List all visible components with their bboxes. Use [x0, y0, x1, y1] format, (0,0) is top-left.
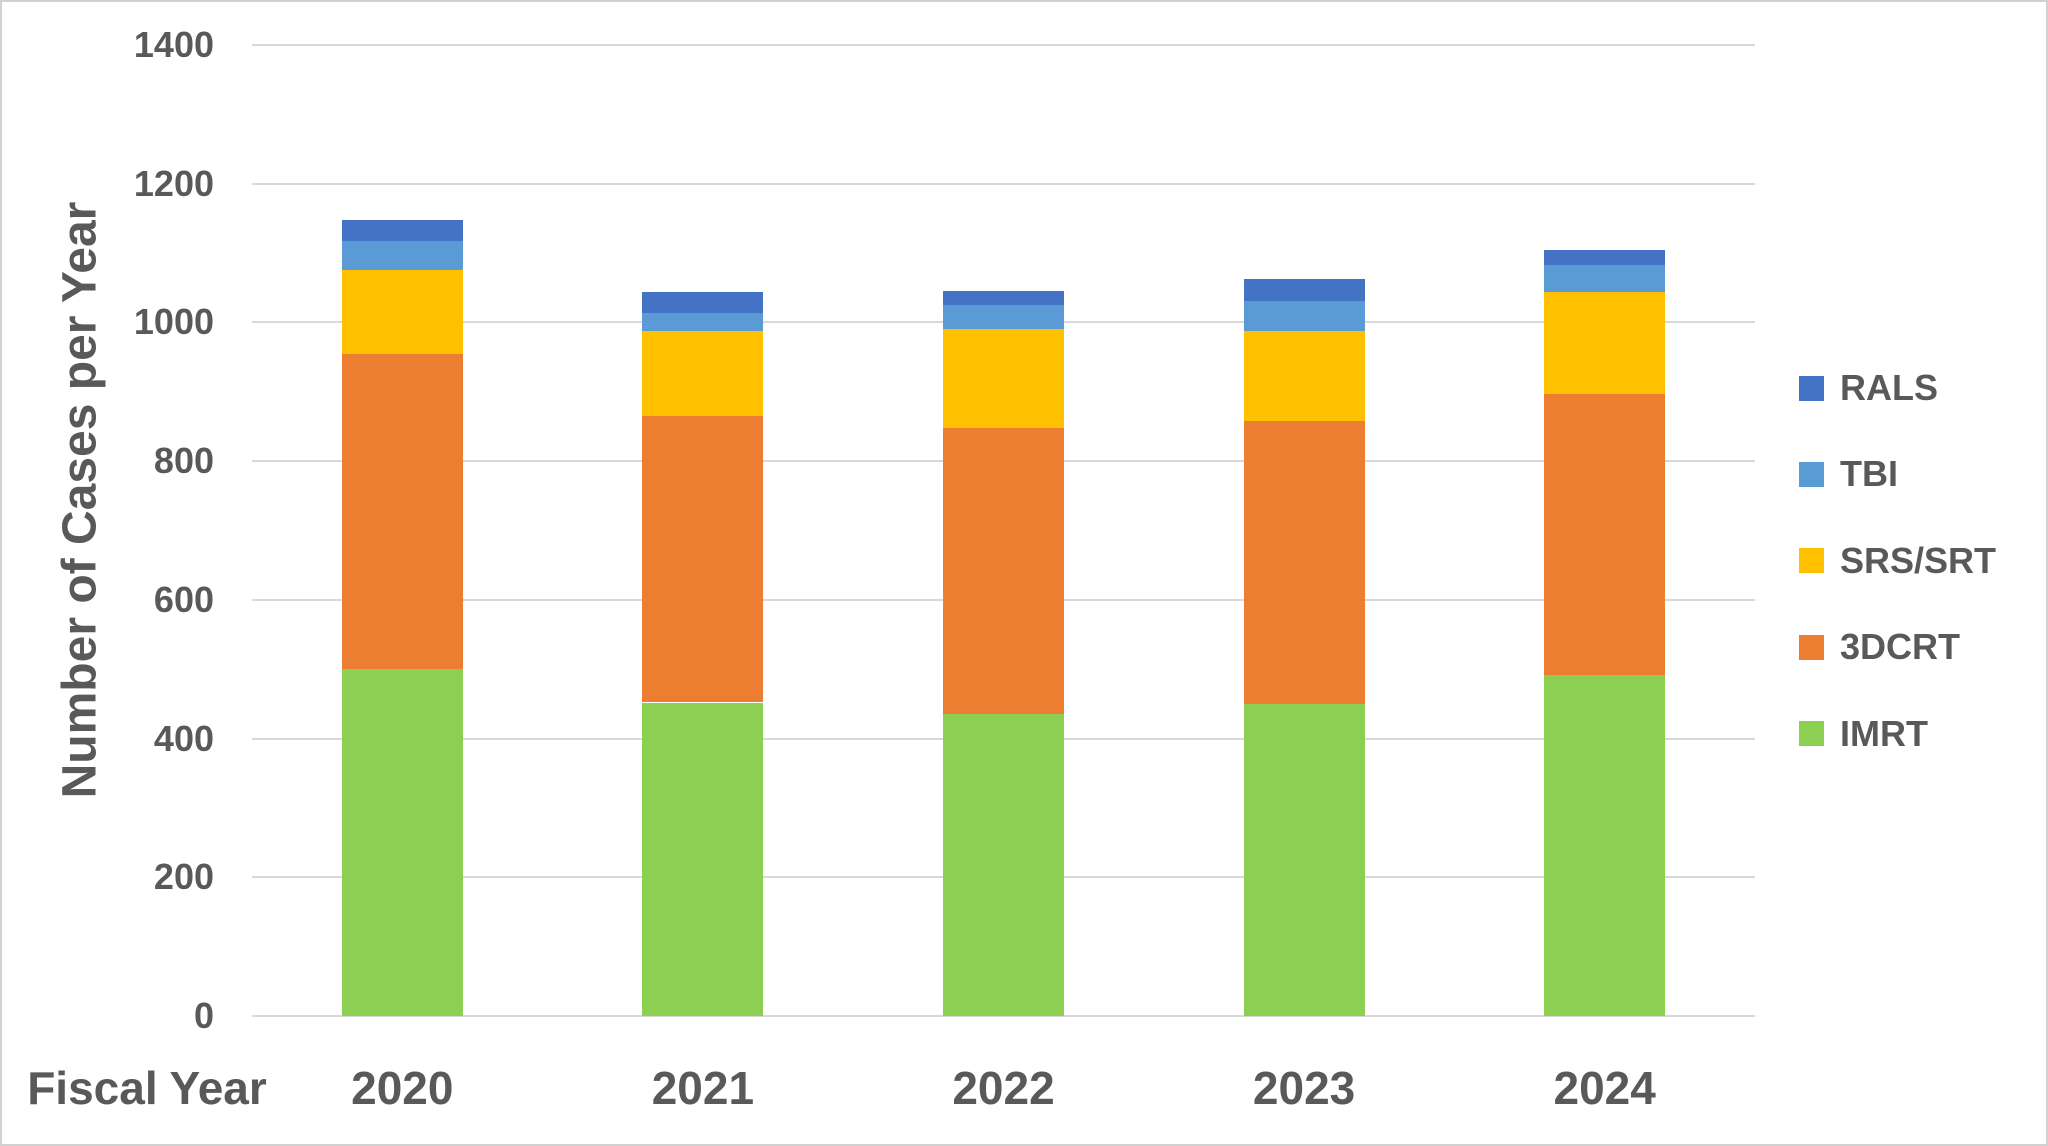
bar-2024-tbi [1544, 264, 1666, 292]
legend-label-3dcrt: 3DCRT [1840, 626, 1961, 668]
bar-2022-srs-srt [943, 329, 1064, 428]
bar-2020-rals [341, 219, 463, 241]
legend-label-rals: RALS [1840, 367, 1938, 408]
bar-2022-3dcrt [943, 427, 1064, 715]
bar-2023-srs-srt [1243, 330, 1365, 421]
legend-label-srs-srt: SRS/SRT [1840, 539, 1997, 581]
bar-2021-srs-srt [642, 331, 764, 417]
bar-2024-rals [1544, 250, 1666, 265]
legend-item-3dcrt: 3DCRT [1799, 626, 1960, 667]
legend-swatch-rals [1799, 375, 1824, 401]
gridline-1400 [252, 44, 1755, 46]
x-category-label-2020: 2020 [351, 1062, 454, 1114]
x-axis-title: Fiscal Year [27, 1062, 267, 1114]
legend-label-imrt: IMRT [1840, 712, 1928, 754]
bar-2023-tbi [1243, 300, 1365, 331]
legend-item-srs-srt: SRS/SRT [1799, 540, 1996, 581]
legend-swatch-tbi [1799, 461, 1824, 487]
y-tick-label-400: 400 [153, 717, 214, 759]
y-tick-label-1000: 1000 [133, 301, 214, 343]
y-axis-title: Number of Cases per Year [53, 201, 107, 799]
bar-2020-3dcrt [341, 353, 463, 670]
x-category-label-2021: 2021 [651, 1062, 755, 1114]
x-category-label-2024: 2024 [1553, 1062, 1656, 1114]
bar-2021-tbi [642, 313, 764, 332]
y-tick-label-600: 600 [153, 578, 214, 620]
legend-item-rals: RALS [1799, 367, 1938, 408]
gridline-1200 [252, 182, 1755, 185]
legend-item-imrt: IMRT [1799, 713, 1928, 754]
bar-2021-imrt [642, 702, 764, 1016]
x-category-label-2023: 2023 [1252, 1062, 1356, 1114]
x-category-label-2022: 2022 [952, 1062, 1055, 1114]
bar-2022-rals [943, 290, 1064, 306]
bar-2024-imrt [1544, 674, 1666, 1016]
bar-2024-srs-srt [1544, 291, 1666, 394]
bar-2020-tbi [341, 240, 463, 271]
y-tick-label-1200: 1200 [133, 162, 214, 204]
bar-2024-3dcrt [1544, 393, 1666, 675]
y-tick-label-1400: 1400 [133, 24, 214, 65]
bar-2022-tbi [943, 305, 1064, 330]
bar-2021-3dcrt [642, 416, 764, 703]
y-tick-label-0: 0 [193, 995, 214, 1036]
y-tick-label-200: 200 [153, 856, 214, 898]
legend-swatch-srs-srt [1799, 548, 1824, 574]
bar-2023-rals [1243, 278, 1365, 301]
legend-item-tbi: TBI [1799, 453, 1898, 494]
y-tick-label-800: 800 [153, 440, 214, 482]
bar-2023-imrt [1243, 703, 1365, 1016]
bar-2020-imrt [341, 669, 463, 1016]
legend-swatch-3dcrt [1799, 634, 1824, 660]
legend-swatch-imrt [1799, 721, 1824, 747]
bar-2022-imrt [943, 714, 1064, 1016]
bar-2020-srs-srt [341, 270, 463, 354]
bar-2023-3dcrt [1243, 420, 1365, 704]
gridline-0 [252, 1015, 1755, 1017]
bar-2021-rals [642, 291, 764, 314]
legend-label-tbi: TBI [1840, 453, 1898, 495]
